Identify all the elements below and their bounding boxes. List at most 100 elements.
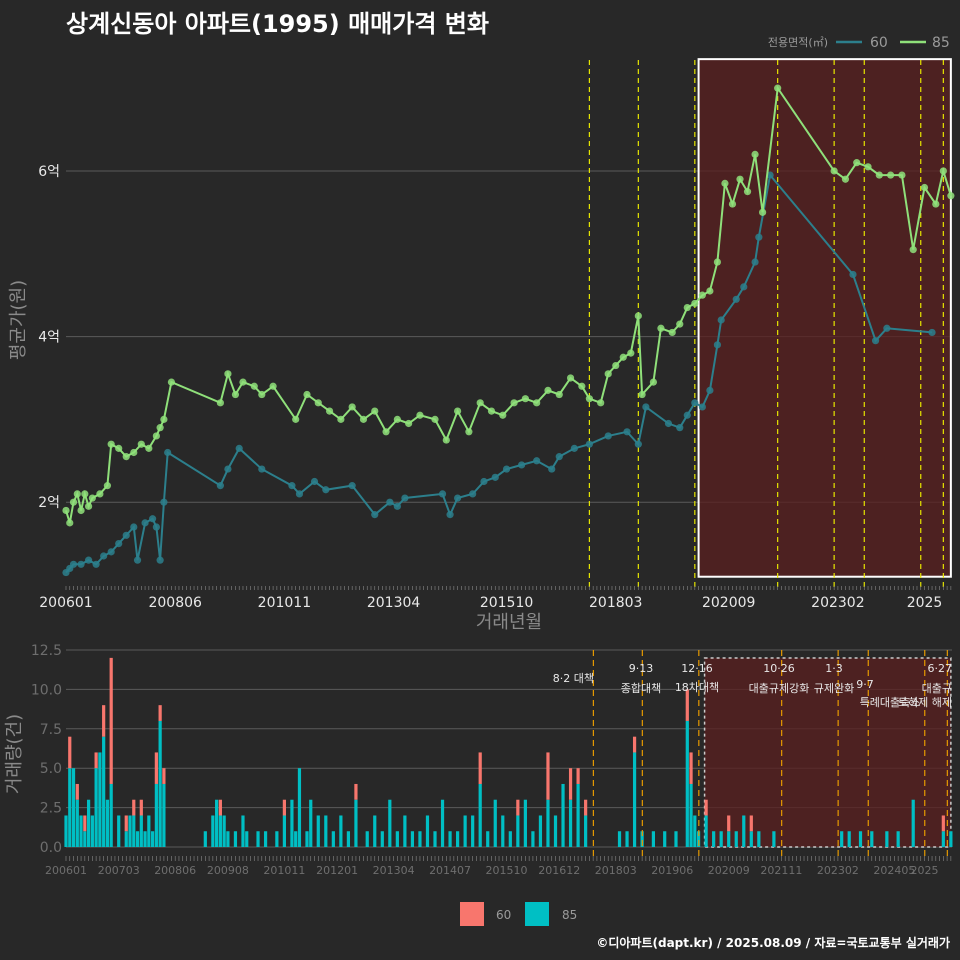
bar-60 <box>124 815 128 832</box>
policy-annotation-line2: 종합대책 <box>621 682 661 695</box>
top-x-tick-label: 2025 <box>907 595 943 611</box>
data-point-85 <box>156 424 164 432</box>
data-point-85 <box>258 390 266 399</box>
data-point-60 <box>518 461 526 469</box>
data-point-60 <box>141 519 149 527</box>
bar-85 <box>154 783 158 847</box>
legend-label-85: 85 <box>932 35 950 51</box>
data-point-85 <box>544 386 552 394</box>
bar-85 <box>94 768 98 847</box>
bar-85 <box>263 831 268 847</box>
bar-85 <box>858 831 863 847</box>
data-point-60 <box>491 473 499 481</box>
data-point-85 <box>898 171 906 179</box>
data-point-85 <box>521 395 529 403</box>
data-point-60 <box>849 270 857 279</box>
bar-85 <box>508 831 512 847</box>
data-point-85 <box>115 444 123 452</box>
bar-60 <box>576 768 580 784</box>
data-point-85 <box>619 353 627 361</box>
data-point-85 <box>348 403 356 411</box>
bar-85 <box>309 799 313 847</box>
data-point-85 <box>668 328 676 337</box>
bar-85 <box>870 831 874 847</box>
bar-60 <box>68 736 72 769</box>
data-point-85 <box>830 167 838 175</box>
data-point-85 <box>96 490 104 498</box>
bar-85 <box>553 815 558 847</box>
bar-85 <box>346 831 351 847</box>
top-y-axis-label: 평균가(원) <box>8 280 29 360</box>
bar-85 <box>218 815 222 847</box>
bar-60 <box>218 799 222 816</box>
bar-85 <box>531 831 535 847</box>
data-point-85 <box>77 506 85 515</box>
bar-85 <box>847 831 851 847</box>
bottom-y-tick-label: 10.0 <box>31 682 62 698</box>
legend-swatch-60 <box>460 902 484 926</box>
data-point-60 <box>706 386 714 394</box>
bar-85 <box>275 831 279 847</box>
policy-annotation-line1: 10·26 <box>763 662 795 675</box>
bar-85 <box>546 799 550 847</box>
data-point-85 <box>431 415 439 423</box>
data-point-60 <box>691 399 699 407</box>
data-point-60 <box>533 457 541 465</box>
bottom-highlight-box <box>703 657 952 848</box>
bar-60 <box>83 815 87 832</box>
data-point-60 <box>386 498 394 506</box>
bar-85 <box>339 815 343 847</box>
data-point-85 <box>683 303 691 312</box>
bar-85 <box>749 831 753 847</box>
top-x-tick-label: 201803 <box>589 595 642 611</box>
data-point-60 <box>642 403 650 411</box>
policy-annotation-line2: 토허제 해제 <box>898 695 952 709</box>
data-point-60 <box>634 440 642 448</box>
bar-85 <box>456 831 460 847</box>
data-point-60 <box>585 440 593 448</box>
data-point-60 <box>122 531 130 539</box>
bottom-x-tick-label: 201201 <box>316 864 358 877</box>
bottom-legend-label-85: 85 <box>562 908 577 922</box>
bar-85 <box>727 831 731 847</box>
data-point-85 <box>405 419 413 428</box>
data-point-60 <box>216 482 224 490</box>
data-point-85 <box>130 448 138 457</box>
data-point-85 <box>325 407 334 415</box>
bottom-y-tick-label: 5.0 <box>40 761 62 777</box>
bar-85 <box>772 831 776 847</box>
bar-85 <box>561 783 565 847</box>
data-point-85 <box>728 200 737 208</box>
data-point-60 <box>717 316 725 324</box>
top-y-tick-label: 4억 <box>38 330 60 346</box>
bar-85 <box>316 815 320 847</box>
bar-85 <box>501 815 505 847</box>
bottom-x-tick-label: 200806 <box>154 864 196 877</box>
bar-85 <box>448 831 452 847</box>
data-point-85 <box>585 395 593 403</box>
data-point-60 <box>928 328 936 337</box>
data-point-85 <box>269 382 277 390</box>
bar-85 <box>305 831 309 847</box>
bar-85 <box>245 831 249 847</box>
data-point-60 <box>438 490 447 498</box>
data-point-85 <box>145 444 153 452</box>
data-point-60 <box>310 477 319 486</box>
bar-60 <box>516 799 520 816</box>
bar-85 <box>617 831 622 847</box>
data-point-85 <box>137 440 145 448</box>
bar-85 <box>109 783 113 847</box>
data-point-85 <box>713 258 722 266</box>
data-point-85 <box>887 171 895 179</box>
top-x-tick-label: 200601 <box>39 595 92 611</box>
top-x-tick-label: 201304 <box>367 595 421 611</box>
top-x-axis-label: 거래년월 <box>476 612 542 633</box>
data-point-85 <box>634 312 642 320</box>
data-point-85 <box>638 390 646 399</box>
bar-85 <box>143 831 147 847</box>
bar-85 <box>704 815 708 847</box>
bar-85 <box>158 720 162 847</box>
data-point-85 <box>920 183 929 192</box>
bar-85 <box>742 815 746 847</box>
bar-60 <box>154 752 158 784</box>
